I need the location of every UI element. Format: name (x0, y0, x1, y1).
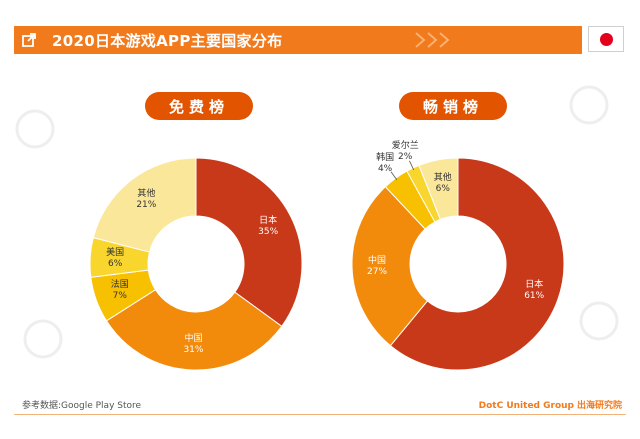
footer-divider (14, 414, 626, 415)
watermark-logo-icon (569, 85, 609, 125)
watermark-logo-icon (15, 109, 55, 149)
slice-label-value: 6% (108, 258, 123, 269)
slice-label-name: 其他 (433, 173, 452, 184)
footer-brand: DotC United Group 出海研究院 (479, 398, 622, 411)
slice-label: 其他 6% (434, 173, 452, 195)
chart-title-free: 免费榜 (145, 92, 253, 120)
watermark-logo-icon (23, 319, 63, 359)
chart-title-grossing: 畅销榜 (399, 92, 507, 120)
page-title: 2020日本游戏APP主要国家分布 (52, 31, 283, 50)
slice-label-value: 35% (258, 227, 279, 238)
slice-label-value: 4% (377, 163, 393, 174)
slice-label-value: 6% (435, 184, 450, 195)
slice-label: 美国 6% (106, 248, 124, 270)
slice-label-value: 21% (136, 199, 157, 210)
slice-label-value: 61% (524, 291, 545, 302)
slice-label: 日本 35% (258, 216, 278, 238)
slice-label: 中国 31% (183, 334, 203, 356)
slice-label: 其他 21% (136, 189, 156, 211)
slice-label: 爱尔兰 2% (392, 141, 419, 163)
slice-label: 中国 27% (367, 256, 387, 278)
slice-label-name: 中国 (184, 333, 203, 344)
header-bar: 2020日本游戏APP主要国家分布 (14, 26, 582, 54)
slice-label-name: 中国 (368, 255, 387, 266)
slice-label: 日本 61% (524, 280, 544, 302)
japan-flag-icon (588, 26, 624, 52)
slice-label-name: 美国 (106, 247, 125, 258)
slice-label-name: 其他 (137, 188, 156, 199)
slice-label-name: 日本 (525, 280, 544, 291)
chevron-decoration-icon (412, 29, 462, 51)
donut-slice (195, 157, 303, 328)
slice-label-name: 爱尔兰 (391, 140, 419, 151)
donut-slice (389, 157, 565, 371)
slice-label: 韩国 4% (376, 153, 394, 175)
slice-label-value: 31% (183, 344, 204, 355)
donut-slice (418, 157, 459, 221)
slice-label-value: 2% (398, 151, 413, 162)
donut-slice (351, 186, 429, 347)
donut-slice (105, 289, 283, 371)
footer-brand-suffix: 出海研究院 (576, 401, 622, 411)
slice-label-name: 日本 (259, 216, 278, 227)
footer-brand-name: DotC United Group (478, 401, 574, 411)
donut-slice (92, 157, 197, 253)
slice-label-value: 27% (367, 266, 388, 277)
slice-label: 法国 7% (111, 280, 129, 302)
label-leader-line (390, 171, 398, 181)
slice-label-value: 7% (112, 291, 127, 302)
share-icon[interactable] (14, 26, 44, 54)
watermark-logo-icon (579, 301, 619, 341)
slice-label-name: 法国 (110, 280, 129, 291)
label-leader-line (409, 160, 415, 171)
slice-label-name: 韩国 (376, 152, 395, 163)
footer-source: 参考数据:Google Play Store (22, 401, 142, 411)
flag-red-circle (599, 32, 613, 46)
